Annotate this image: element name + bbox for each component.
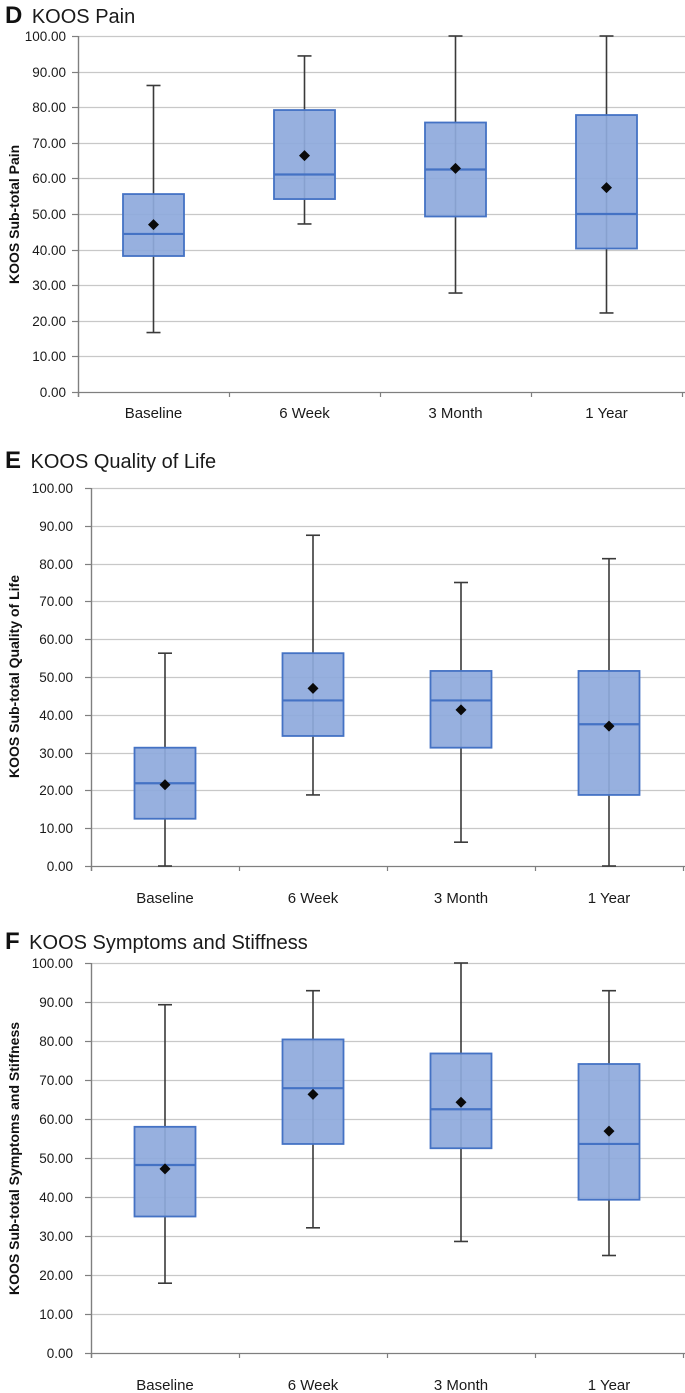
box-plot-baseline xyxy=(133,1003,197,1284)
svg-text:70.00: 70.00 xyxy=(32,136,66,151)
y-tick-labels: 100.00 90.00 80.00 70.00 60.00 50.00 40.00 30.0… xyxy=(32,481,73,874)
svg-text:100.00: 100.00 xyxy=(25,29,66,44)
x-category-label: 6 Week xyxy=(288,1377,339,1393)
x-category-label: 3 Month xyxy=(428,405,482,422)
svg-text:60.00: 60.00 xyxy=(39,1112,73,1127)
panel-koos-symptoms-stiffness: F KOOS Symptoms and Stiffness KOOS Sub-to… xyxy=(0,920,685,1393)
box-plot-canvas: 100.00 90.00 80.00 70.00 60.00 50.00 40.00 30.0… xyxy=(32,481,685,907)
svg-text:90.00: 90.00 xyxy=(39,995,73,1010)
svg-text:0.00: 0.00 xyxy=(40,385,66,400)
mean-diamond-marker xyxy=(159,779,171,791)
svg-text:10.00: 10.00 xyxy=(39,1307,73,1322)
svg-text:70.00: 70.00 xyxy=(39,594,73,609)
svg-text:100.00: 100.00 xyxy=(32,481,73,496)
svg-text:40.00: 40.00 xyxy=(32,243,66,258)
x-category-label: 3 Month xyxy=(434,890,488,907)
svg-text:60.00: 60.00 xyxy=(39,632,73,647)
mean-diamond-marker xyxy=(455,1096,467,1108)
svg-text:20.00: 20.00 xyxy=(39,783,73,798)
svg-text:90.00: 90.00 xyxy=(39,519,73,534)
box-plot-baseline xyxy=(133,652,197,867)
y-tick-labels: 100.00 90.00 80.00 70.00 60.00 50.00 40.00 30.0… xyxy=(25,29,66,400)
axes xyxy=(90,963,685,1358)
svg-text:40.00: 40.00 xyxy=(39,1190,73,1205)
y-tick-labels: 100.00 90.00 80.00 70.00 60.00 50.00 40.00 30.0… xyxy=(32,956,73,1361)
svg-text:10.00: 10.00 xyxy=(32,349,66,364)
x-category-label: Baseline xyxy=(136,1377,194,1393)
box-plot-3-month xyxy=(429,962,493,1243)
svg-text:0.00: 0.00 xyxy=(47,859,73,874)
svg-text:30.00: 30.00 xyxy=(39,746,73,761)
x-category-label: 1 Year xyxy=(588,890,631,907)
panel-title-text: KOOS Pain xyxy=(31,6,136,28)
x-category-label: 6 Week xyxy=(288,890,339,907)
panel-letter: F xyxy=(5,928,21,955)
x-category-label: 1 Year xyxy=(585,405,628,422)
svg-text:50.00: 50.00 xyxy=(39,670,73,685)
svg-text:90.00: 90.00 xyxy=(32,65,66,80)
box-plot-3-month xyxy=(429,581,493,843)
x-category-label: Baseline xyxy=(136,890,194,907)
mean-diamond-marker xyxy=(601,182,612,194)
box-plot-1-year xyxy=(577,989,641,1257)
mean-diamond-marker xyxy=(455,704,467,716)
box-plot-6-week xyxy=(281,989,345,1229)
axes xyxy=(77,36,684,397)
x-category-label: 3 Month xyxy=(434,1377,488,1393)
box-plot-baseline xyxy=(122,84,185,334)
mean-diamond-marker xyxy=(603,1125,615,1137)
panel-koos-quality-of-life: E KOOS Quality of Life KOOS Sub-total Qua… xyxy=(0,443,685,920)
svg-text:50.00: 50.00 xyxy=(32,207,66,222)
mean-diamond-marker xyxy=(307,682,319,694)
panel-title-text: KOOS Symptoms and Stiffness xyxy=(29,932,308,954)
svg-text:100.00: 100.00 xyxy=(32,956,73,971)
box-plot-canvas: 100.00 90.00 80.00 70.00 60.00 50.00 40.00 30.0… xyxy=(25,29,685,422)
svg-text:0.00: 0.00 xyxy=(47,1346,73,1361)
panel-letter: D xyxy=(5,2,23,29)
panel-title-text: KOOS Quality of Life xyxy=(30,451,217,473)
svg-text:70.00: 70.00 xyxy=(39,1073,73,1088)
box-plot-6-week xyxy=(281,534,345,796)
mean-diamond-marker xyxy=(148,219,159,231)
mean-diamond-marker xyxy=(450,162,461,174)
panel-title: F KOOS Symptoms and Stiffness xyxy=(5,928,308,956)
mean-diamond-marker xyxy=(159,1163,171,1175)
box-plot-6-week xyxy=(273,55,336,225)
svg-text:30.00: 30.00 xyxy=(39,1229,73,1244)
x-category-label: 1 Year xyxy=(588,1377,631,1393)
svg-text:30.00: 30.00 xyxy=(32,278,66,293)
svg-text:10.00: 10.00 xyxy=(39,821,73,836)
svg-text:50.00: 50.00 xyxy=(39,1151,73,1166)
box-plot-3-month xyxy=(424,35,487,294)
panel-title: D KOOS Pain xyxy=(5,2,135,30)
svg-text:80.00: 80.00 xyxy=(32,100,66,115)
svg-text:80.00: 80.00 xyxy=(39,557,73,572)
axes xyxy=(90,488,685,871)
box-plot-canvas: 100.00 90.00 80.00 70.00 60.00 50.00 40.00 30.0… xyxy=(32,956,685,1393)
box-plot-1-year xyxy=(577,557,641,867)
panel-title: E KOOS Quality of Life xyxy=(5,447,216,475)
mean-diamond-marker xyxy=(307,1088,319,1100)
box-plot-1-year xyxy=(575,35,638,314)
panel-letter: E xyxy=(5,447,22,474)
x-category-label: Baseline xyxy=(125,405,183,422)
x-category-label: 6 Week xyxy=(279,405,330,422)
svg-text:20.00: 20.00 xyxy=(39,1268,73,1283)
svg-text:20.00: 20.00 xyxy=(32,314,66,329)
mean-diamond-marker xyxy=(603,720,615,732)
svg-text:80.00: 80.00 xyxy=(39,1034,73,1049)
panel-koos-pain: D KOOS Pain KOOS Sub-total Pain 100.00 90.… xyxy=(0,0,685,443)
svg-text:60.00: 60.00 xyxy=(32,171,66,186)
mean-diamond-marker xyxy=(299,150,310,162)
svg-text:40.00: 40.00 xyxy=(39,708,73,723)
